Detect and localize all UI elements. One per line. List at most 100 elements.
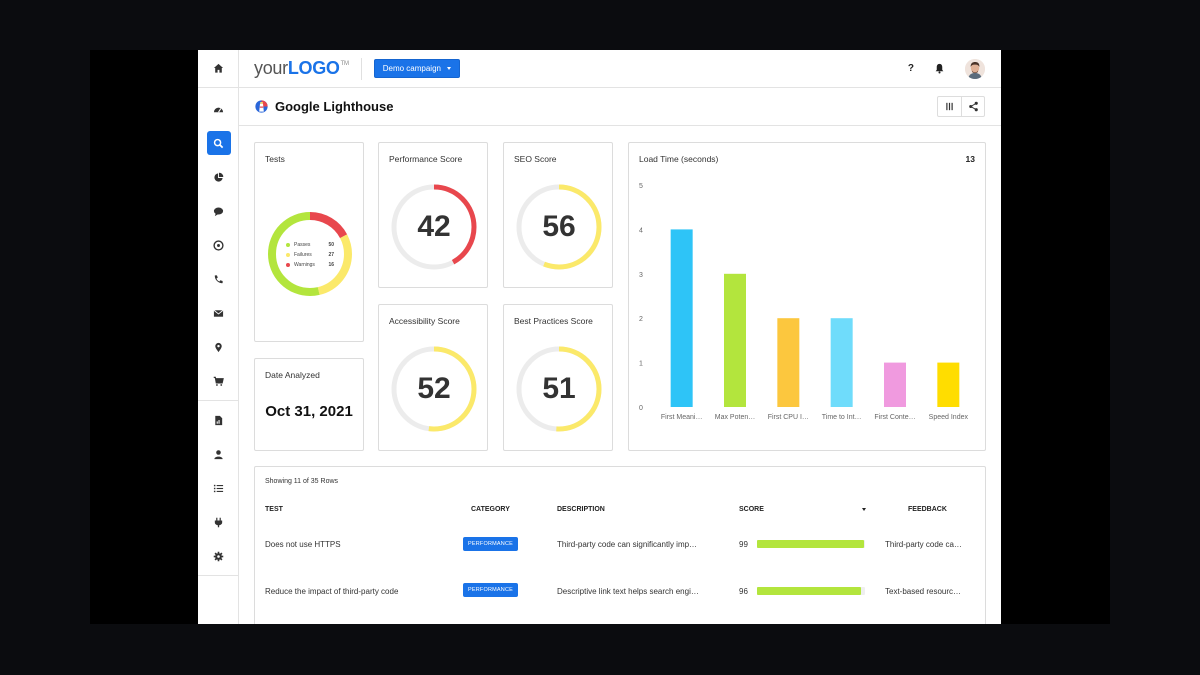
table-row-feedback: Third-party code ca… xyxy=(885,540,962,549)
bar[interactable] xyxy=(830,318,853,407)
seo-score-card: SEO Score 56 xyxy=(503,142,613,288)
app-window: your LOGO TM Demo campaign ? xyxy=(198,50,1001,624)
table-row-feedback: Text-based resourc… xyxy=(885,587,962,596)
donut-segment-passes xyxy=(268,212,352,296)
y-tick-label: 5 xyxy=(639,183,643,190)
sidebar-item-tasks[interactable] xyxy=(198,471,239,505)
lighthouse-icon xyxy=(255,100,268,113)
gear-icon xyxy=(213,551,224,561)
failures-dot xyxy=(286,253,290,257)
phone-icon xyxy=(214,274,223,283)
brand-logo[interactable]: your LOGO TM xyxy=(254,58,349,79)
x-tick-label: Speed Index xyxy=(929,414,969,421)
column-header-category[interactable]: CATEGORY xyxy=(471,506,510,513)
rows-info: Showing 11 of 35 Rows xyxy=(265,478,339,485)
category-badge: PERFORMANCE xyxy=(463,537,518,551)
legend-label: Failures xyxy=(294,252,312,258)
search-icon xyxy=(213,138,224,148)
date-analyzed-title: Date Analyzed xyxy=(265,370,320,380)
best-practices-gauge: 51 xyxy=(513,343,605,435)
sidebar-item-local[interactable] xyxy=(198,330,239,364)
score-bar-fill xyxy=(757,540,864,548)
score-bar-fill xyxy=(757,587,861,595)
tests-table: Showing 11 of 35 Rows TEST CATEGORY DESC… xyxy=(254,466,986,624)
help-button[interactable]: ? xyxy=(907,63,914,74)
performance-score-title: Performance Score xyxy=(389,154,463,164)
table-row-score: 96 xyxy=(739,587,748,596)
campaign-selector-button[interactable]: Demo campaign xyxy=(373,59,460,78)
title-actions xyxy=(937,96,985,117)
performance-score-value: 42 xyxy=(417,210,451,243)
column-header-description[interactable]: DESCRIPTION xyxy=(557,506,605,513)
best-practices-score-title: Best Practices Score xyxy=(514,316,593,326)
sidebar-item-calls[interactable] xyxy=(198,262,239,296)
score-bar xyxy=(757,540,865,548)
legend-value: 16 xyxy=(328,262,334,268)
bell-icon[interactable] xyxy=(934,63,945,74)
x-tick-label: Max Poten… xyxy=(715,414,755,421)
bar[interactable] xyxy=(724,273,746,407)
seo-score-title: SEO Score xyxy=(514,154,557,164)
logo-trademark: TM xyxy=(340,61,349,67)
share-button[interactable] xyxy=(961,97,984,116)
bar[interactable] xyxy=(670,229,693,407)
plug-icon xyxy=(214,517,223,527)
sidebar-item-integrations[interactable] xyxy=(198,505,239,539)
dashboard-icon xyxy=(213,107,224,113)
sidebar-item-users[interactable] xyxy=(198,437,239,471)
seo-gauge: 56 xyxy=(513,181,605,273)
column-header-feedback[interactable]: FEEDBACK xyxy=(908,506,947,513)
legend-row-passes: Passes 50 xyxy=(286,240,334,250)
best-practices-score-value: 51 xyxy=(542,372,576,405)
tests-card-title: Tests xyxy=(265,154,285,164)
category-badge: PERFORMANCE xyxy=(463,583,518,597)
campaign-selector-label: Demo campaign xyxy=(382,64,441,73)
column-header-score[interactable]: SCORE xyxy=(739,506,764,513)
page-title-bar: Google Lighthouse xyxy=(239,88,1001,126)
top-header: your LOGO TM Demo campaign ? xyxy=(239,50,1001,88)
home-icon xyxy=(213,63,223,73)
legend-value: 27 xyxy=(328,252,334,258)
sidebar-item-ecommerce[interactable] xyxy=(198,364,239,398)
user-avatar[interactable] xyxy=(965,58,985,79)
load-time-total: 13 xyxy=(965,154,975,164)
bar[interactable] xyxy=(777,318,800,407)
y-tick-label: 0 xyxy=(639,405,643,412)
best-practices-score-card: Best Practices Score 51 xyxy=(503,304,613,451)
sidebar-item-home[interactable] xyxy=(198,50,238,88)
avatar-portrait-icon xyxy=(965,58,985,79)
sidebar-item-dashboard[interactable] xyxy=(198,92,239,126)
table-row-test[interactable]: Does not use HTTPS xyxy=(265,540,341,549)
tests-donut-chart xyxy=(268,212,352,296)
accessibility-score-value: 52 xyxy=(417,372,451,405)
sidebar-item-email[interactable] xyxy=(198,296,239,330)
accessibility-gauge: 52 xyxy=(388,343,480,435)
legend-value: 50 xyxy=(328,242,334,248)
bar[interactable] xyxy=(884,362,906,407)
legend-label: Passes xyxy=(294,242,311,248)
sidebar-item-social[interactable] xyxy=(198,228,239,262)
sidebar-item-seo[interactable] xyxy=(198,126,239,160)
tests-legend: Passes 50 Failures 27 Warnings 16 xyxy=(286,240,334,270)
columns-icon xyxy=(946,102,953,111)
user-icon xyxy=(214,449,223,459)
table-row-test[interactable]: Reduce the impact of third-party code xyxy=(265,587,399,596)
x-tick-label: First Conte… xyxy=(874,414,915,421)
y-tick-label: 3 xyxy=(639,272,643,279)
date-analyzed-card: Date Analyzed Oct 31, 2021 xyxy=(254,358,364,451)
sidebar-item-analytics[interactable] xyxy=(198,160,239,194)
table-row-description: Descriptive link text helps search engi… xyxy=(557,587,699,596)
pie-chart-icon xyxy=(214,172,224,182)
sort-caret-icon[interactable] xyxy=(862,508,866,511)
columns-button[interactable] xyxy=(938,97,961,116)
sidebar-item-chat[interactable] xyxy=(198,194,239,228)
seo-gauge-ring xyxy=(516,184,602,270)
sidebar-item-reports[interactable] xyxy=(198,403,239,437)
logo-text-your: your xyxy=(254,58,288,78)
task-list-icon xyxy=(213,484,224,492)
column-header-test[interactable]: TEST xyxy=(265,506,283,513)
bar[interactable] xyxy=(937,362,960,407)
donut-segment-failures xyxy=(268,212,352,296)
sidebar-item-settings[interactable] xyxy=(198,539,239,573)
gauge-progress-arc xyxy=(516,184,602,270)
